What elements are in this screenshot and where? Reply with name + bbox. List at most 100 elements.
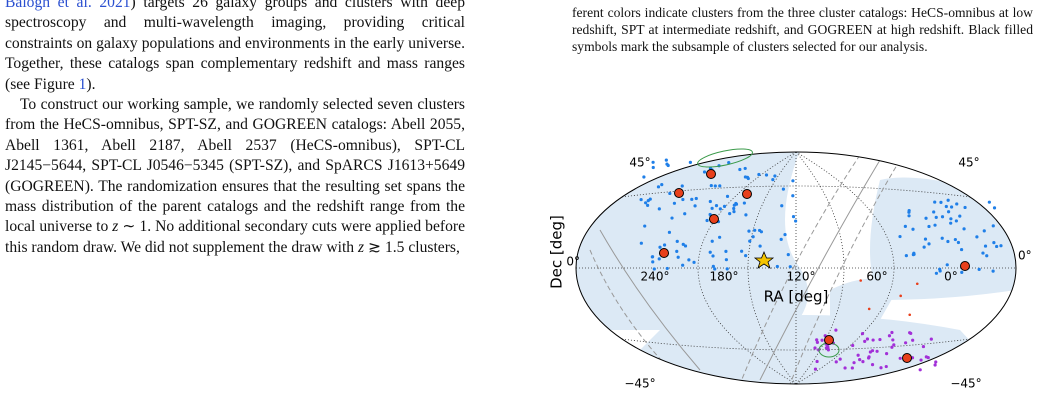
dec-label: 0° [1018,249,1032,263]
cluster-dot [657,207,661,211]
cluster-dot [676,255,680,259]
cluster-dot [963,205,967,210]
figure-caption: ferent colors indicate clusters from the… [572,5,1033,55]
cluster-dot [815,340,820,344]
cluster-dot [946,239,950,244]
cluster-dot [834,328,838,332]
cluster-dot [794,219,798,223]
cluster-dot [934,215,938,219]
cluster-dot [924,216,928,220]
cluster-dot [887,334,892,338]
cluster-dot [875,349,879,353]
cluster-dot [907,214,911,218]
cluster-dot [879,366,883,370]
cluster-dot [870,363,875,367]
sky-map: 45° 45° 0° 0° −45° −45° 240° 180° 120° 6… [548,148,1032,391]
cluster-dot [858,357,862,362]
cluster-dot [861,360,865,364]
cluster-dot [863,339,867,343]
cluster-dot [646,198,650,203]
cluster-dot [867,356,871,360]
cluster-dot [650,255,654,259]
cluster-dot [865,337,870,341]
cluster-dot [955,202,959,206]
selected [659,169,970,363]
cluster-dot [711,254,715,258]
cluster-dot [959,247,964,252]
star [753,250,775,269]
cluster-dot [915,282,919,286]
cluster-dot [954,219,958,223]
cluster-dot [911,227,915,231]
cluster-dot [850,366,854,370]
cluster-dot [675,239,679,243]
cluster-dot [714,204,719,208]
cluster-dot [982,229,986,233]
cluster-dot [651,160,655,164]
cluster-dot [843,366,847,370]
cluster-dot [960,270,964,274]
cluster-dot [904,341,908,345]
y-axis-label: Dec [deg] [548,215,566,289]
cluster-dot [890,330,894,335]
cluster-dot [694,196,698,201]
x-axis-label: RA [deg] [764,288,829,306]
cluster-dot [740,249,744,253]
cluster-dot [646,203,650,207]
cluster-dot [933,223,937,227]
cluster-dot [962,227,966,231]
cluster-dot [683,244,688,248]
cluster-dot [791,194,795,198]
cluster-dot [892,343,896,347]
cluster-dot [744,254,748,258]
cluster-dot [746,176,750,181]
math: z [358,238,365,256]
cluster-dot [815,338,819,342]
cluster-dot [815,359,819,364]
cluster-dot [949,221,953,225]
cluster-dot [919,358,923,362]
cluster-dot [652,267,656,271]
ra-label: 120° [787,270,816,284]
cluster-dot [724,258,728,262]
cluster-dot [773,174,777,178]
cluster-dot [651,165,655,170]
cluster-dot [791,179,795,183]
cluster-dot [898,356,902,360]
cluster-dot [681,197,685,202]
cluster-dot [813,346,817,350]
cluster-dot [929,337,933,341]
cluster-dot [934,360,938,364]
cluster-dot [639,241,643,245]
cluster-dot [945,263,949,267]
cluster-dot [642,175,646,179]
cluster-dot [722,204,727,208]
cluster-dot [718,184,722,188]
paragraph: To construct our working sample, we rand… [5,95,465,258]
cluster-dot [708,199,712,204]
cluster-dot [744,213,748,217]
cluster-dot [856,353,860,357]
cluster-dot [675,249,679,253]
cluster-dot [824,346,829,350]
cluster-dot [665,162,669,166]
cluster-dot [946,210,951,214]
cluster-dot [891,338,895,342]
cluster-dot [764,173,769,177]
cluster-dot [908,313,912,317]
ra-label: 180° [710,270,739,284]
cluster-dot [999,244,1003,248]
cluster-dot [742,201,746,205]
cluster-dot [781,187,786,191]
cluster-dot [747,229,751,233]
ra-label: 0° [944,270,958,284]
cluster-dot [681,242,685,246]
cluster-dot [932,210,936,214]
cluster-dot [820,338,824,342]
cluster-dot [732,206,736,211]
cluster-dot [949,205,954,209]
cluster-dot [724,249,728,253]
cluster-dot [871,338,875,342]
cluster-dot [670,216,674,220]
cluster-dot [909,331,913,335]
